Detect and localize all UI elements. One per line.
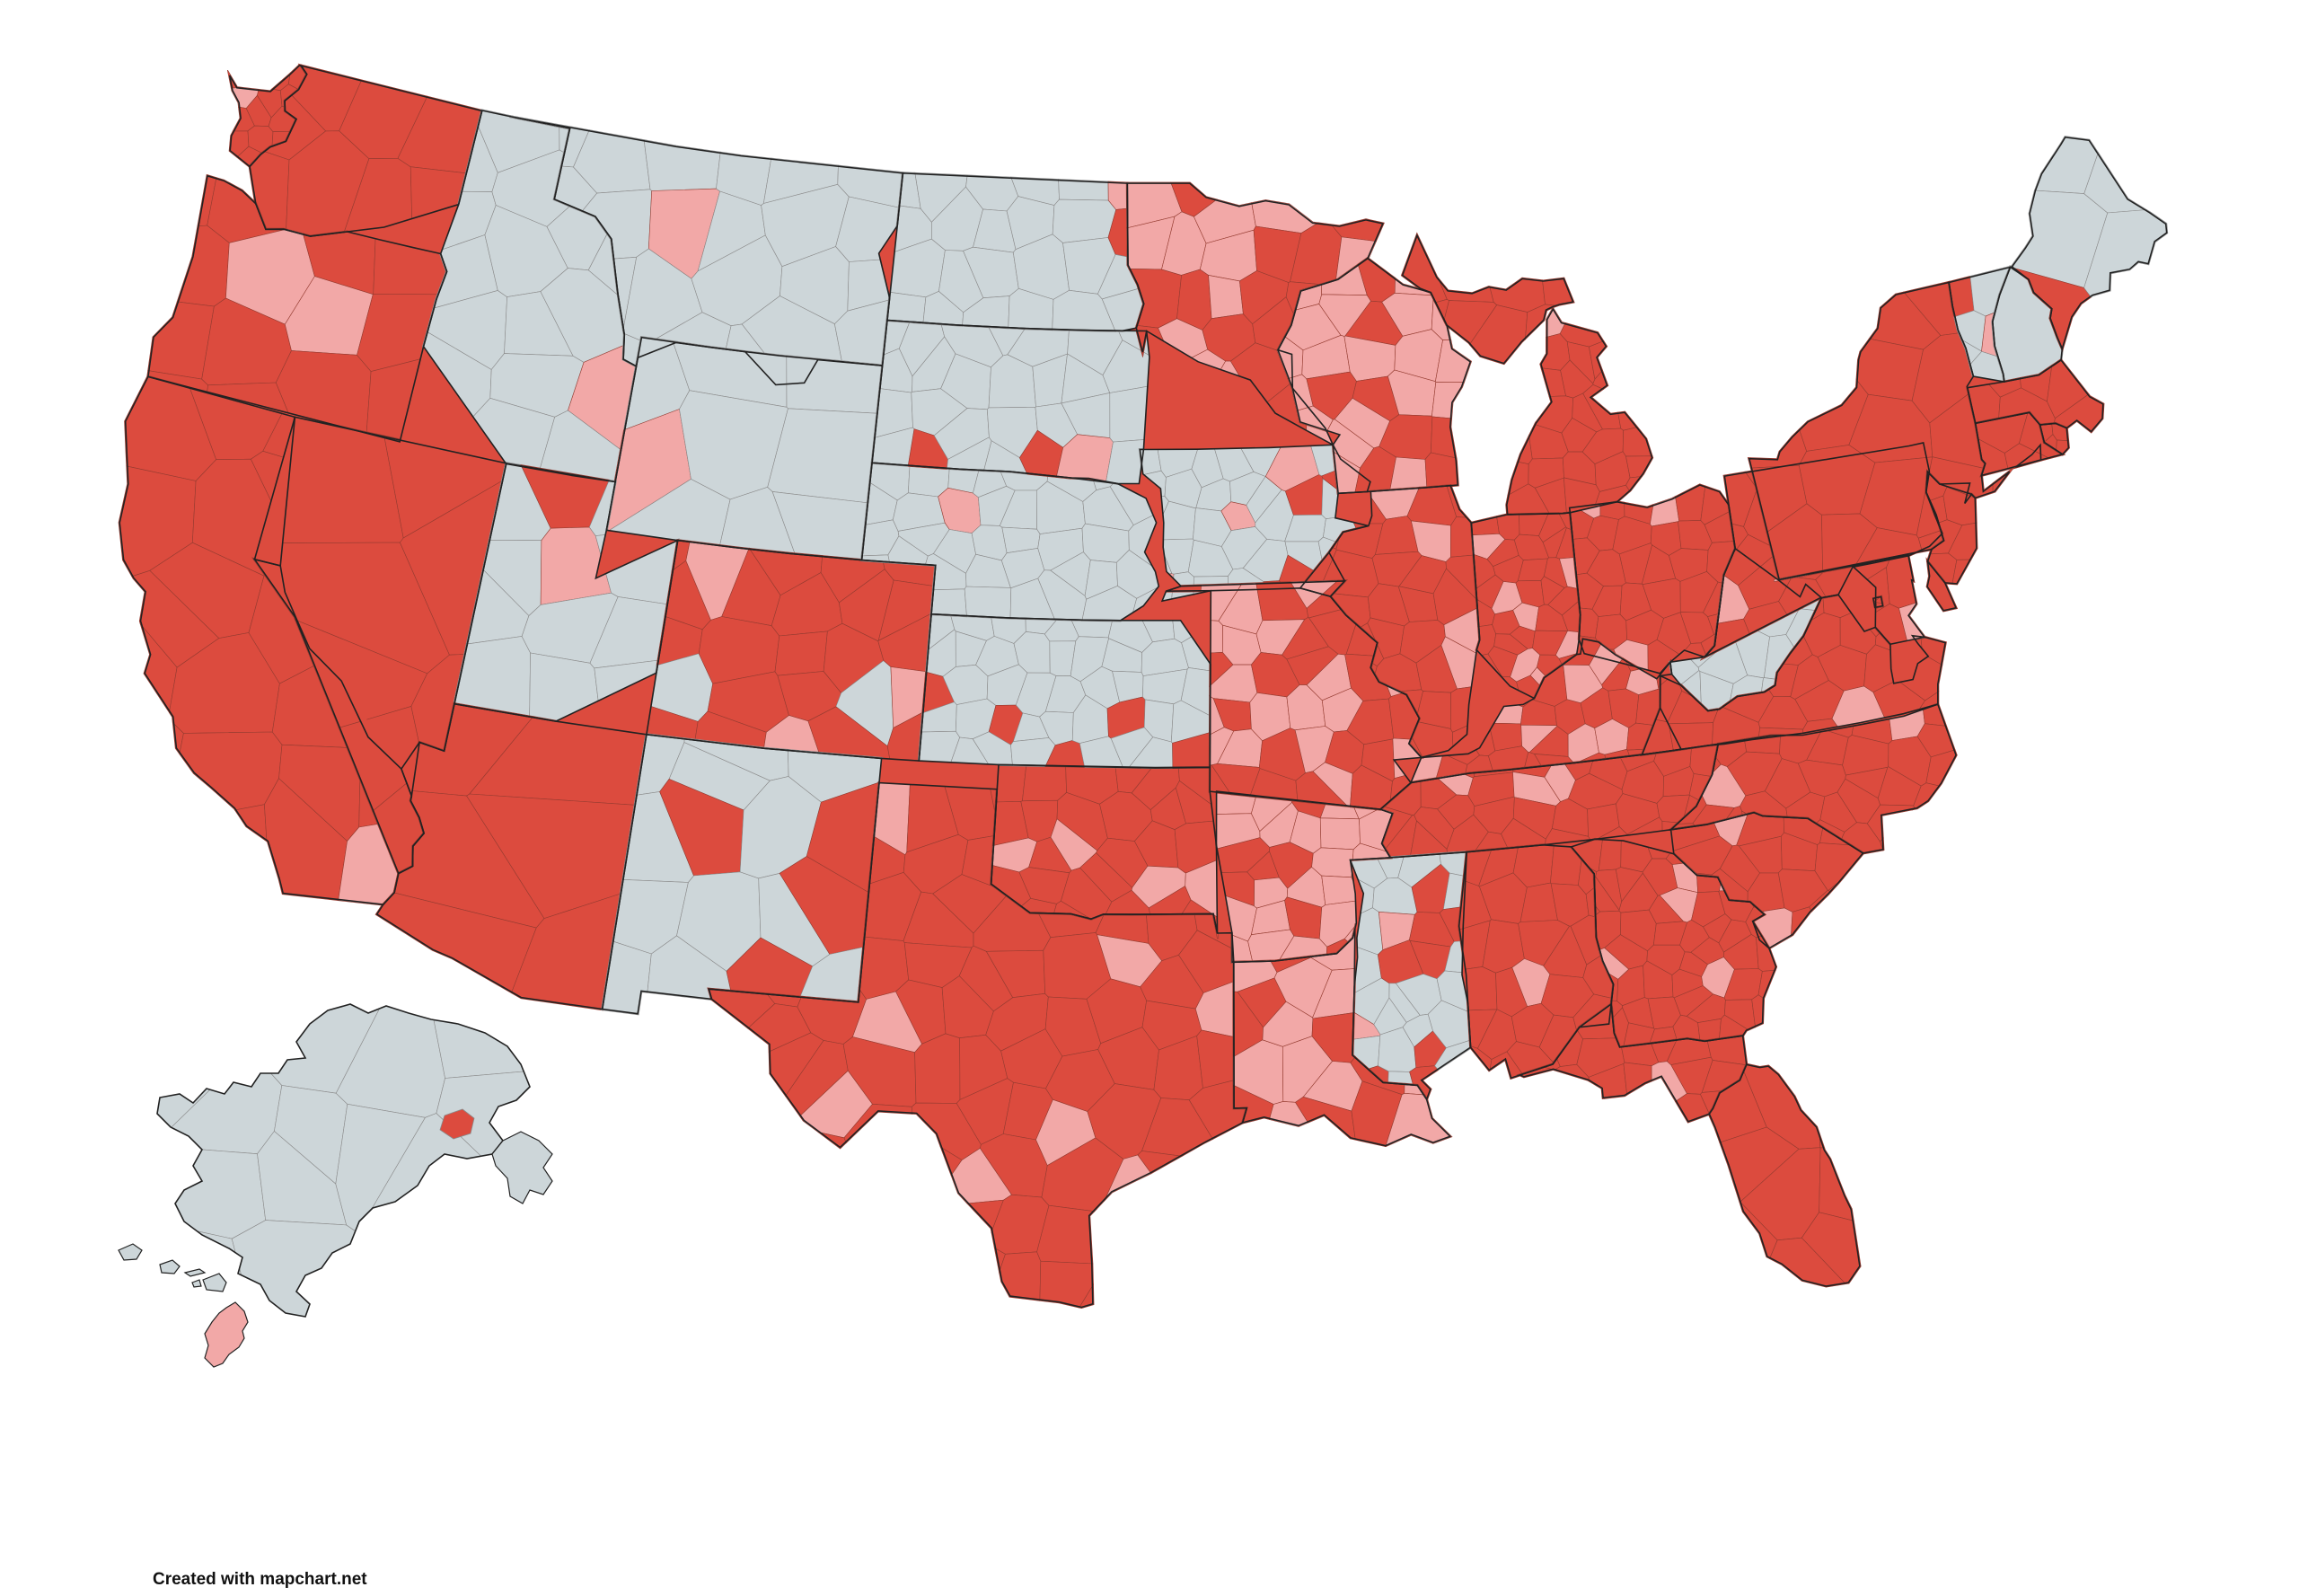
svg-text:Created with mapchart.net: Created with mapchart.net: [153, 1570, 367, 1589]
